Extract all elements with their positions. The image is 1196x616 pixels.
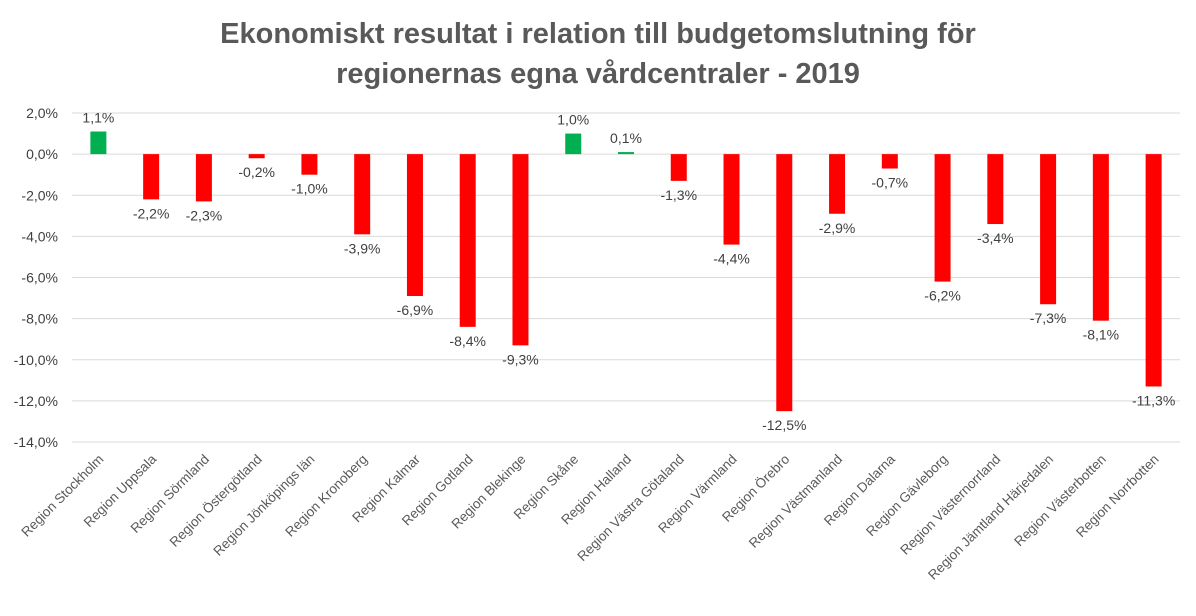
category-label: Region Västra Götaland	[574, 452, 686, 564]
y-tick-label: 0,0%	[26, 146, 58, 162]
y-tick-label: -12,0%	[14, 393, 58, 409]
y-tick-label: -4,0%	[21, 228, 58, 244]
data-label: 1,1%	[82, 110, 114, 126]
data-label: -2,3%	[186, 207, 223, 223]
data-label: -6,9%	[397, 302, 434, 318]
bar	[934, 154, 951, 282]
data-label: -3,4%	[977, 230, 1014, 246]
bar	[618, 152, 634, 155]
chart-title: Ekonomiskt resultat i relation till budg…	[0, 14, 1196, 94]
data-label: -3,9%	[344, 240, 381, 256]
bar	[90, 131, 107, 155]
y-tick-label: 2,0%	[26, 105, 58, 121]
data-label: -6,2%	[924, 288, 961, 304]
bar	[354, 154, 371, 235]
bar	[829, 154, 846, 214]
data-label: -9,3%	[502, 351, 539, 367]
category-label: Region Västerbotten	[1011, 452, 1109, 550]
data-label: -0,7%	[872, 175, 909, 191]
data-label: 0,1%	[610, 130, 642, 146]
data-label: -1,0%	[291, 181, 328, 197]
data-label: -2,2%	[133, 205, 170, 221]
data-label: -12,5%	[762, 417, 806, 433]
data-label: -2,9%	[819, 220, 856, 236]
data-label: -0,2%	[238, 164, 275, 180]
y-tick-label: -14,0%	[14, 434, 58, 450]
bar	[987, 154, 1004, 225]
category-label: Region Jönköpings län	[210, 452, 317, 559]
data-label: -8,4%	[449, 333, 486, 349]
y-tick-label: -6,0%	[21, 270, 58, 286]
y-tick-label: -2,0%	[21, 187, 58, 203]
bar	[248, 154, 265, 159]
bar	[459, 154, 476, 327]
bar	[301, 154, 318, 175]
data-label: -8,1%	[1083, 327, 1120, 343]
category-label: Region Östergötland	[167, 452, 265, 550]
bar	[565, 133, 582, 155]
bar	[1040, 154, 1057, 305]
chart-title-line1: Ekonomiskt resultat i relation till budg…	[220, 18, 976, 50]
bar	[776, 154, 793, 412]
bar	[143, 154, 160, 200]
y-tick-label: -8,0%	[21, 311, 58, 327]
bar	[723, 154, 740, 245]
bar	[670, 154, 687, 181]
data-label: -4,4%	[713, 251, 750, 267]
data-label: 1,0%	[557, 112, 589, 128]
category-label: Region Västernorrland	[897, 452, 1003, 558]
bar	[1092, 154, 1109, 321]
category-label: Region Västmanland	[746, 452, 845, 551]
bar	[512, 154, 529, 346]
bar	[195, 154, 212, 202]
chart-title-line2: regionernas egna vårdcentraler - 2019	[336, 58, 860, 90]
data-label: -7,3%	[1030, 310, 1067, 326]
bar	[406, 154, 423, 297]
bar	[881, 154, 898, 169]
data-label: -1,3%	[660, 187, 697, 203]
data-label: -11,3%	[1132, 392, 1175, 408]
bar	[1145, 154, 1162, 387]
y-tick-label: -10,0%	[14, 352, 58, 368]
